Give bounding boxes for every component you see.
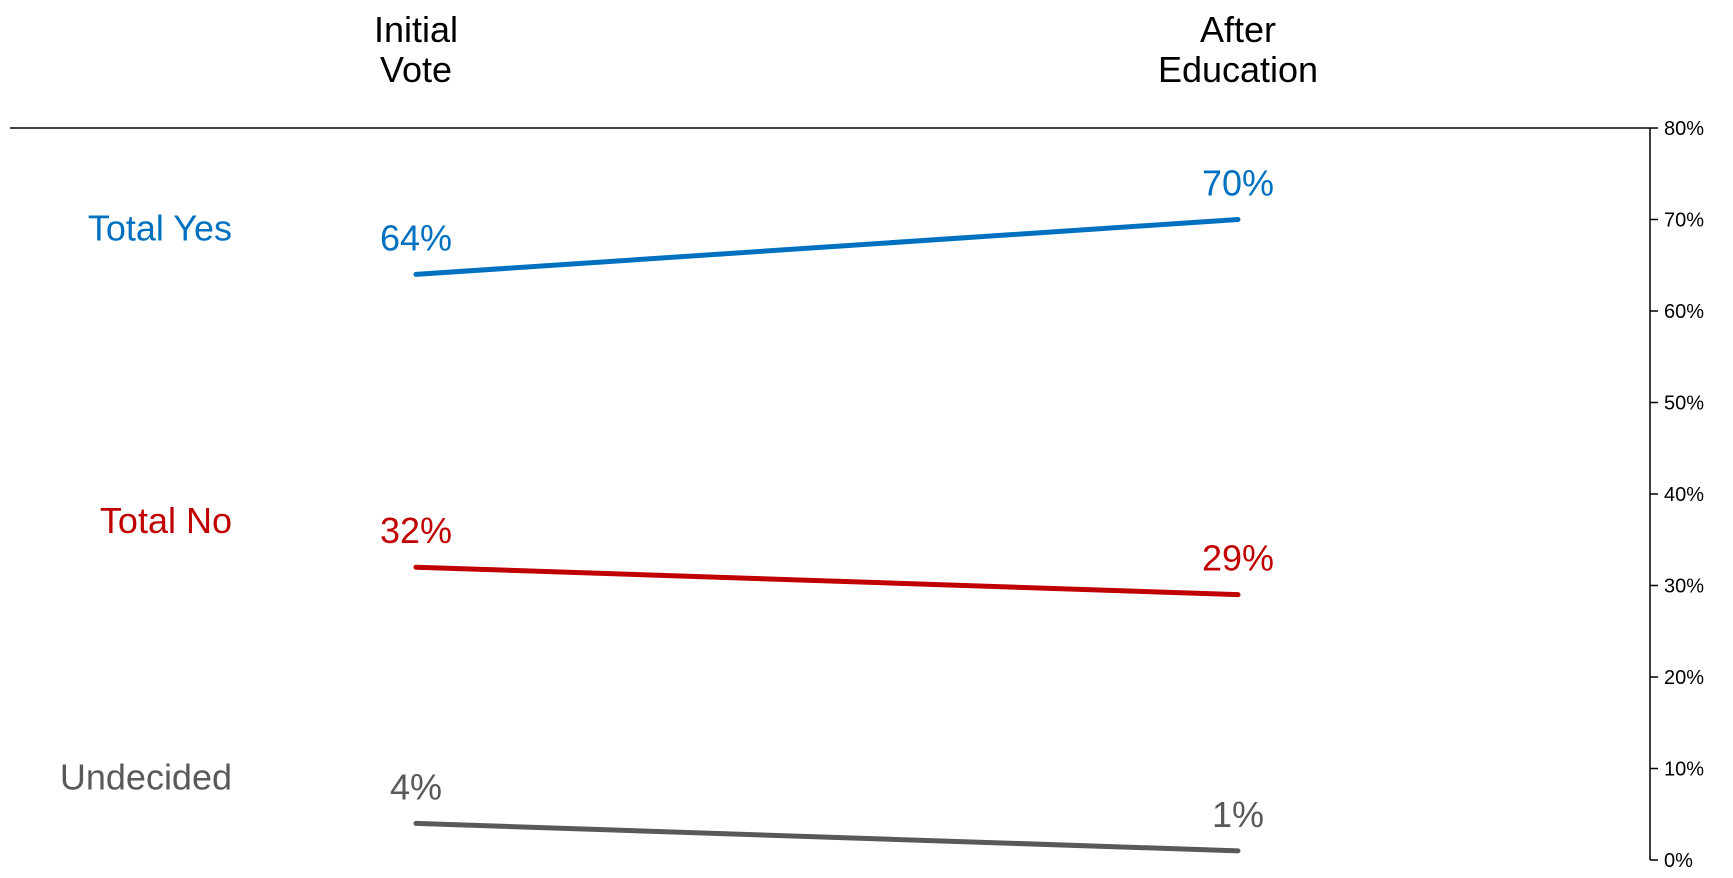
y-tick-label: 70% bbox=[1664, 210, 1704, 232]
column-header-line: After bbox=[1200, 9, 1276, 50]
column-header-line: Initial bbox=[374, 9, 458, 50]
column-header-line: Vote bbox=[380, 49, 452, 90]
column-header-0: Initial Vote bbox=[374, 9, 458, 90]
y-tick-label: 20% bbox=[1664, 667, 1704, 689]
series-name-1: Total No bbox=[100, 500, 232, 541]
column-header-1: After Education bbox=[1158, 9, 1318, 90]
series-group: Total Yes 64% 70% Total No 32% 29% Undecided 4%… bbox=[60, 163, 1274, 854]
column-headers: Initial Vote After Education bbox=[374, 9, 1318, 90]
data-label: 29% bbox=[1202, 538, 1274, 579]
data-label: 70% bbox=[1202, 163, 1274, 204]
y-tick-label: 80% bbox=[1664, 118, 1704, 140]
y-tick-label: 30% bbox=[1664, 576, 1704, 598]
y-tick-label: 60% bbox=[1664, 301, 1704, 323]
y-tick-label: 0% bbox=[1664, 850, 1693, 872]
data-label: 1% bbox=[1212, 794, 1264, 835]
data-label: 64% bbox=[380, 217, 452, 258]
series-line-2 bbox=[413, 820, 1241, 854]
y-tick-label: 10% bbox=[1664, 759, 1704, 781]
series-line-1 bbox=[413, 564, 1241, 598]
data-label: 4% bbox=[390, 766, 442, 807]
series-line-0 bbox=[413, 217, 1241, 277]
series-name-2: Undecided bbox=[60, 756, 232, 797]
series-name-0: Total Yes bbox=[88, 207, 232, 248]
column-header-line: Education bbox=[1158, 49, 1318, 90]
y-axis: 0% 10% 20% 30% 40% 50% 60% 70% 80% bbox=[1649, 118, 1704, 872]
y-tick-label: 50% bbox=[1664, 393, 1704, 415]
y-tick-label: 40% bbox=[1664, 484, 1704, 506]
data-label: 32% bbox=[380, 510, 452, 551]
